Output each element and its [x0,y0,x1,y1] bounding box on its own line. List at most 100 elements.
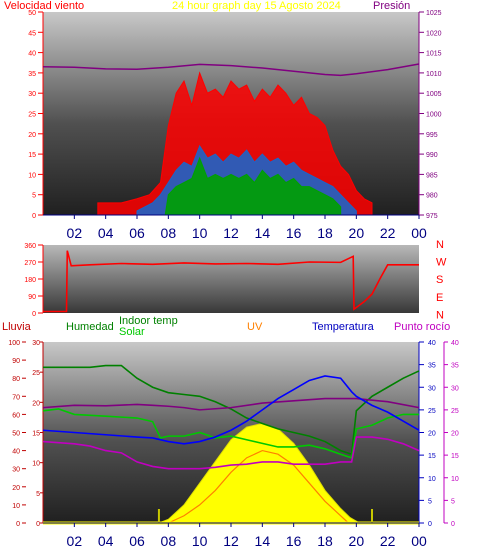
wind-tick-label: 30 [28,91,36,98]
temp-tick-label: 20 [428,431,436,438]
pressure-tick-label: 1015 [426,51,442,58]
humidity-tick-label: 5 [36,491,40,498]
wind-x-tick-label: 06 [129,225,145,241]
dew-tick-label: 30 [451,385,459,392]
humidity-line [43,364,420,456]
wind-x-tick-label: 14 [255,225,271,241]
temp-tick-label: 40 [428,340,436,347]
wind-x-tick-label: 02 [67,225,83,241]
wind-speed-axis-label: Velocidad viento [4,0,84,12]
temp-x-tick-label: 08 [161,533,177,549]
temp-tick-label: 5 [428,498,432,505]
pressure-tick-label: 1005 [426,91,442,98]
temp-x-tick-label: 20 [349,533,365,549]
indoor-temp-label: Indoor temp [119,315,178,327]
compass-label: N [436,309,444,321]
humidity-tick-label: 15 [32,431,40,438]
compass-label: W [436,257,447,269]
rain-tick-label: 50 [12,431,20,438]
wind-x-tick-label: 04 [98,225,114,241]
pressure-tick-label: 1000 [426,112,442,119]
pressure-tick-label: 1025 [426,10,442,17]
wind-x-tick-label: 16 [286,225,302,241]
humidity-tick-label: 30 [32,340,40,347]
direction-tick-label: 180 [24,277,36,284]
temp-x-tick-label: 12 [223,533,239,549]
dew-point-label: Punto rocío [394,321,450,333]
dew-point-line [42,436,420,470]
temp-x-tick-label: 18 [317,533,333,549]
wind-tick-label: 0 [32,213,36,220]
wind-direction-line [43,250,419,313]
wind-tick-label: 20 [28,132,36,139]
dew-tick-label: 5 [451,498,455,505]
temp-x-tick-label: 10 [192,533,208,549]
dew-tick-label: 40 [451,340,459,347]
wind-x-axis: 02 04 06 08 10 12 14 16 18 20 22 00 [43,214,427,241]
temperature-line [42,375,420,445]
solar-label: Solar [119,326,145,338]
wind-tick-label: 15 [28,152,36,159]
rain-tick-label: 10 [12,503,20,510]
temperature-panel: 0102030405060708090100051015202530051015… [2,315,459,528]
wind-x-tick-label: 10 [192,225,208,241]
wind-x-tick-label: 12 [223,225,239,241]
temp-x-tick-label: 00 [411,533,427,549]
wind-x-tick-label: 18 [317,225,333,241]
temperature-x-axis: 02 04 06 08 10 12 14 16 18 20 22 00 [43,522,427,549]
temp-x-tick-label: 16 [286,533,302,549]
pressure-tick-label: 1020 [426,30,442,37]
pressure-tick-label: 1010 [426,71,442,78]
pressure-tick-label: 985 [426,172,438,179]
dew-tick-label: 0 [451,521,455,528]
wind-x-tick-label: 08 [161,225,177,241]
dew-tick-label: 10 [451,476,459,483]
wind-x-tick-label: 20 [349,225,365,241]
rain-tick-label: 40 [12,449,20,456]
pressure-line [42,63,420,77]
chart-title: 24 hour graph day 15 Agosto 2024 [172,0,341,12]
indoor-temperature-line [42,397,420,411]
direction-tick-label: 0 [32,311,36,318]
compass-label: S [436,274,443,286]
pressure-tick-label: 990 [426,152,438,159]
dew-tick-label: 25 [451,408,459,415]
rain-label: Lluvia [2,321,32,333]
rain-tick-label: 0 [16,521,20,528]
temp-x-tick-label: 04 [98,533,114,549]
humidity-tick-label: 10 [32,461,40,468]
temp-tick-label: 35 [428,363,436,370]
direction-tick-label: 90 [28,294,36,301]
temp-x-tick-label: 06 [129,533,145,549]
direction-plot-area [43,245,419,313]
uv-line [168,449,349,524]
pressure-tick-label: 975 [426,213,438,220]
dew-tick-label: 15 [451,453,459,460]
temp-tick-label: 25 [428,408,436,415]
temp-x-tick-label: 14 [255,533,271,549]
compass-label: E [436,292,443,304]
temperature-label: Temperatura [312,321,375,333]
wind-tick-label: 25 [28,112,36,119]
wind-tick-label: 40 [28,51,36,58]
humidity-label: Humedad [66,321,114,333]
temp-tick-label: 30 [428,385,436,392]
compass-label: N [436,239,444,251]
rain-tick-label: 60 [12,412,20,419]
dew-tick-label: 35 [451,363,459,370]
pressure-axis-label: Presión [373,0,410,12]
pressure-tick-label: 980 [426,193,438,200]
humidity-tick-label: 20 [32,400,40,407]
temp-tick-label: 15 [428,453,436,460]
rain-tick-label: 30 [12,467,20,474]
direction-tick-label: 360 [24,243,36,250]
temp-tick-label: 0 [428,521,432,528]
temp-tick-label: 10 [428,476,436,483]
rain-tick-label: 90 [12,358,20,365]
temp-x-tick-label: 02 [67,533,83,549]
wind-x-tick-label: 00 [411,225,427,241]
pressure-tick-label: 995 [426,132,438,139]
rain-tick-label: 100 [8,340,20,347]
